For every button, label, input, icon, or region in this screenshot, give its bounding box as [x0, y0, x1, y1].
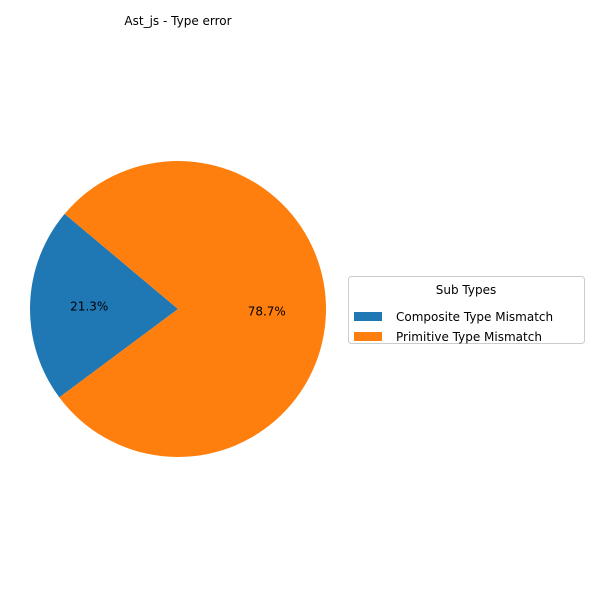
legend: Sub Types Composite Type Mismatch Primiti… — [348, 276, 585, 344]
pie: 21.3% 78.7% — [29, 161, 327, 458]
pie-percent-label-1: 21.3% — [70, 299, 108, 313]
pie-percent-label-2: 78.7% — [248, 305, 286, 319]
legend-title: Sub Types — [436, 283, 496, 297]
chart-title: Ast_js - Type error — [124, 14, 231, 28]
legend-label-2: Primitive Type Mismatch — [396, 330, 542, 344]
pie-slice-1 — [29, 213, 178, 398]
legend-frame — [348, 276, 585, 344]
legend-swatch-1 — [354, 312, 382, 321]
legend-label-1: Composite Type Mismatch — [396, 310, 553, 324]
pie-slice-2 — [59, 161, 327, 458]
legend-swatch-2 — [354, 332, 382, 341]
